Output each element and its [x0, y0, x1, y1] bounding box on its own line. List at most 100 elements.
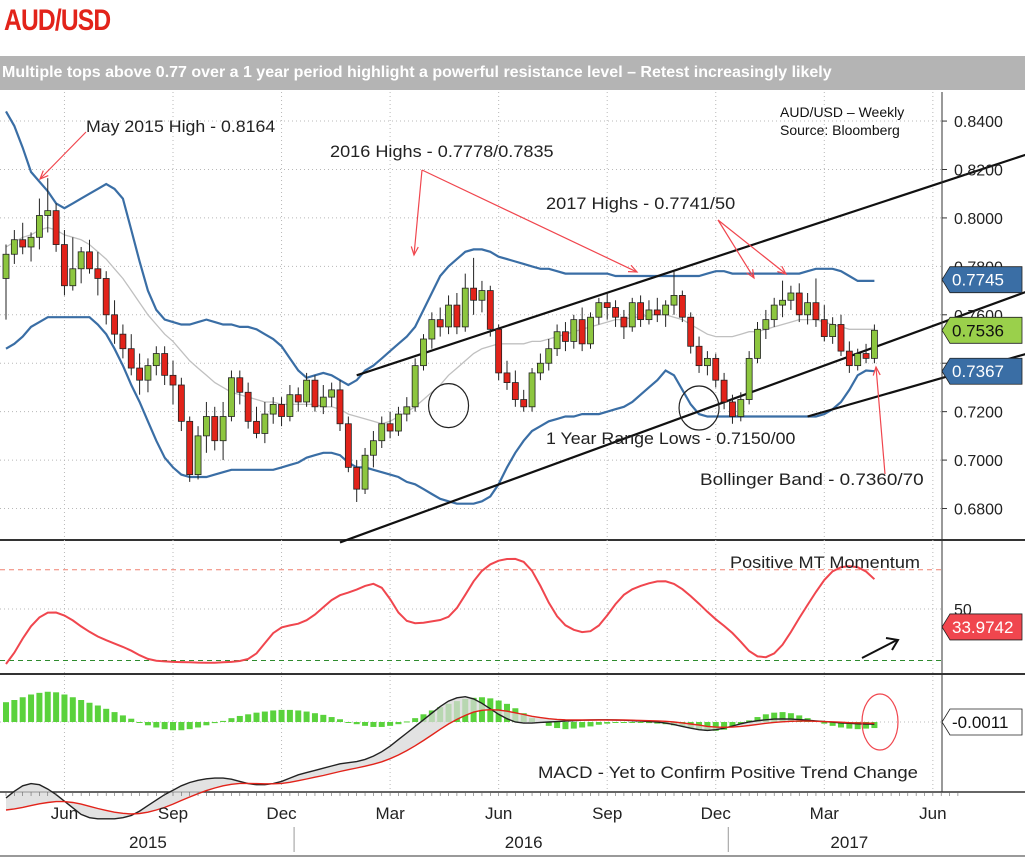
x-month-label: Sep [592, 804, 622, 823]
macd-histogram-bar [353, 722, 360, 725]
candle-down [720, 379, 728, 403]
candle-down [294, 394, 302, 403]
candle-up [202, 416, 210, 437]
macd-histogram-bar [846, 722, 853, 729]
annotations: AUD/USD – Weekly Source: Bloomberg May 201… [38, 104, 924, 489]
candle-down [453, 304, 461, 328]
macd-histogram-bar [345, 722, 352, 723]
candle-up [10, 239, 18, 255]
annotation-arrow [39, 131, 87, 180]
candle-up [69, 268, 77, 287]
chart-area: Positive MT Momentum MACD - Yet to Confi… [0, 92, 1025, 860]
candle-up [553, 331, 561, 350]
x-month-label: Mar [810, 804, 840, 823]
macd-histogram-bar [579, 722, 586, 728]
price-panel [2, 110, 1025, 544]
candle-up [428, 319, 436, 340]
macd-histogram-bar [78, 700, 85, 722]
macd-histogram-bar [36, 692, 43, 722]
macd-histogram-bar [286, 709, 293, 722]
candle-down [653, 309, 661, 316]
macd-histogram-bar [779, 712, 786, 722]
macd-histogram-bar [654, 722, 661, 724]
macd-histogram-bar [111, 712, 118, 722]
candle-up [537, 362, 544, 374]
macd-histogram-bar [103, 708, 110, 722]
candle-down [862, 353, 870, 359]
y-tick-label: 0.8000 [954, 211, 1003, 228]
candle-up [779, 299, 786, 306]
candle-down [562, 331, 569, 342]
macd-histogram-bar [796, 715, 803, 722]
candle-up [261, 413, 269, 434]
candle-down [520, 399, 528, 408]
momentum-annotation: Positive MT Momentum [730, 553, 920, 572]
candle-down [94, 268, 102, 279]
macd-histogram-bar [771, 712, 778, 722]
candle-down [687, 316, 695, 347]
candle-up [829, 324, 837, 337]
annotation-arrow [717, 219, 787, 275]
annotation-arrow [717, 219, 755, 279]
x-month-label: Jun [485, 804, 512, 823]
candle-down [211, 416, 219, 442]
trend-channel-line [356, 153, 1025, 377]
candle-down [812, 302, 820, 321]
candle-up [403, 406, 411, 415]
candle-up [303, 379, 311, 403]
candle-up [319, 396, 327, 408]
macd-histogram-bar [311, 713, 318, 722]
candle-down [278, 403, 285, 417]
macd-histogram-bar [420, 714, 427, 722]
y-tick-label: 0.6800 [954, 502, 1003, 519]
macd-histogram-bar [412, 718, 419, 722]
macd-histogram-bar [637, 722, 644, 723]
momentum-value-label: 33.9742 [952, 618, 1013, 637]
candle-up [871, 329, 878, 359]
annotation-may-2015-high: May 2015 High - 0.8164 [86, 117, 275, 136]
macd-histogram-bar [395, 722, 402, 725]
macd-value-flag [941, 708, 1023, 736]
legend-line: Source: Bloomberg [780, 122, 900, 138]
macd-histogram-bar [3, 702, 9, 722]
candle-up [219, 416, 227, 442]
macd-histogram-bar [328, 717, 335, 722]
macd-histogram-bar [863, 722, 870, 729]
candle-down [119, 333, 127, 350]
candle-down [678, 295, 686, 318]
candle-down [795, 292, 803, 316]
candle-up [152, 353, 160, 367]
candle-up [361, 454, 369, 490]
candle-up [378, 423, 386, 442]
macd-histogram-bar [44, 691, 51, 722]
annotation-range-lows: 1 Year Range Lows - 0.7150/00 [546, 429, 795, 448]
annotation-arrow [421, 169, 638, 273]
candle-up [628, 302, 636, 328]
candle-down [52, 210, 60, 245]
candle-down [344, 423, 352, 468]
macd-histogram-bar [403, 721, 410, 723]
annotation-2016-highs: 2016 Highs - 0.7778/0.7835 [330, 142, 554, 161]
candle-down [169, 374, 177, 386]
macd-histogram-bar [787, 713, 794, 722]
macd-histogram-bar [228, 718, 235, 722]
candle-down [495, 328, 503, 374]
candle-up [545, 348, 553, 364]
macd-histogram-bar [94, 705, 101, 722]
macd-histogram-bar [854, 722, 861, 730]
macd-histogram-bar [562, 722, 569, 730]
macd-histogram-bar [829, 722, 836, 726]
trend-channel-line [807, 353, 1025, 418]
macd-histogram-bar [746, 720, 753, 722]
candle-down [729, 401, 736, 417]
chart-subtitle: Multiple tops above 0.77 over a 1 year p… [0, 56, 1025, 90]
candle-up [670, 295, 678, 306]
x-month-label: Jun [51, 804, 78, 823]
macd-histogram-bar [178, 722, 185, 731]
macd-histogram-bar [245, 714, 252, 722]
chart-title: AUD/USD [4, 4, 111, 37]
macd-histogram-bar [170, 722, 176, 731]
annotation-arrow-head [777, 265, 788, 275]
candle-up [395, 413, 402, 432]
candle-up [762, 319, 770, 330]
